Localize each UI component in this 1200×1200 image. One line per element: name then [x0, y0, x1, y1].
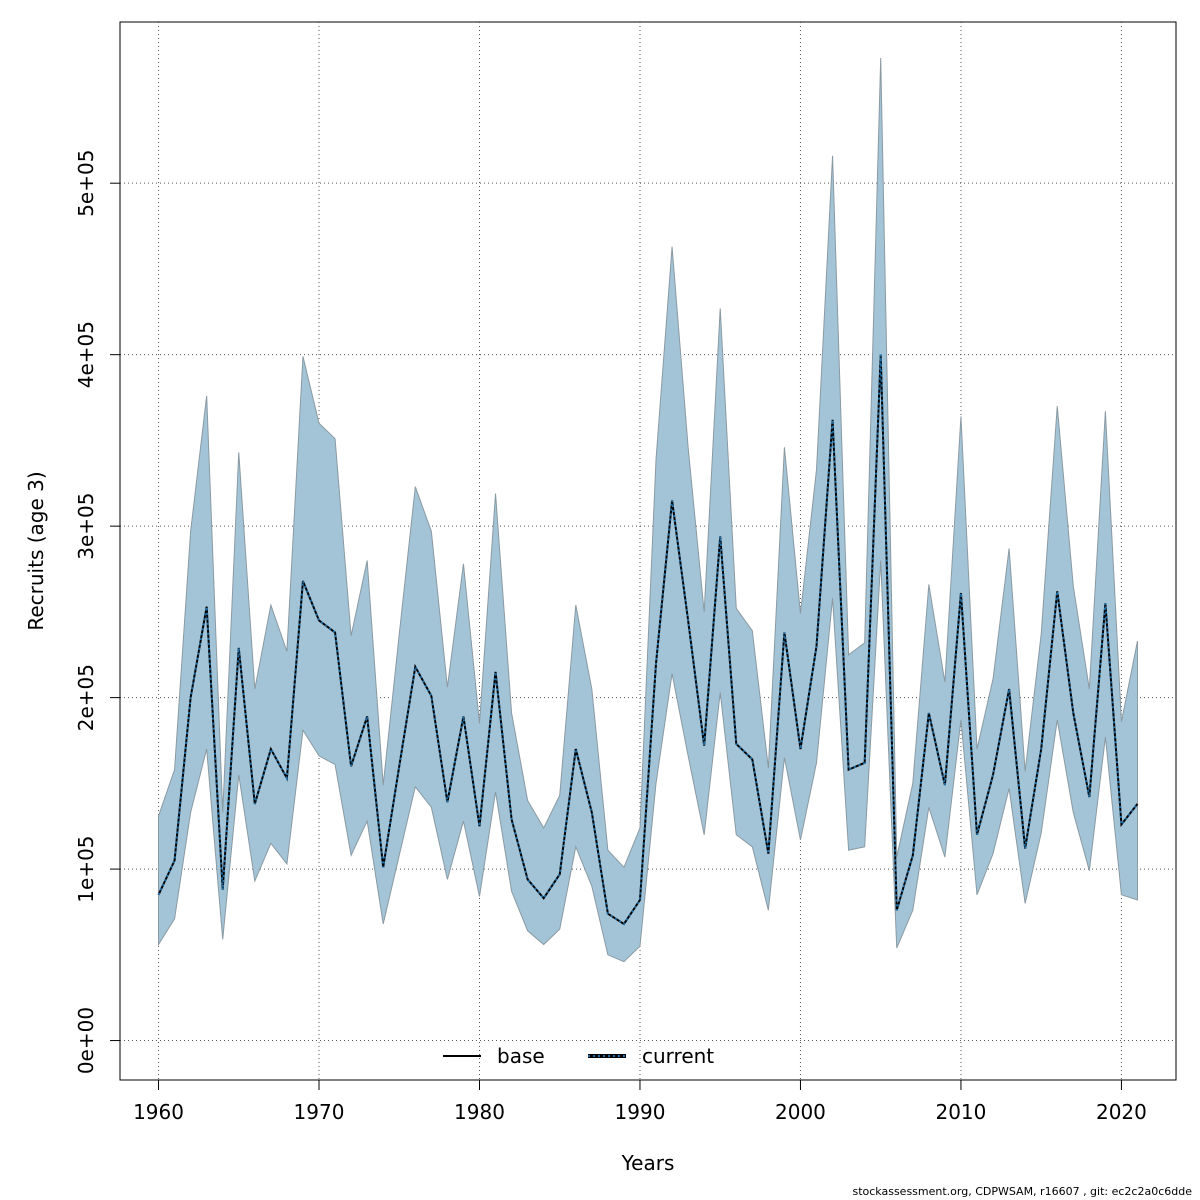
y-tick-label: 5e+05: [74, 150, 98, 217]
series-current-line: [157, 354, 1139, 926]
y-axis-title: Recruits (age 3): [24, 471, 48, 630]
confidence-band-area: [158, 57, 1138, 963]
x-tick-label: 1980: [454, 1100, 505, 1124]
x-tick-label: 2000: [775, 1100, 826, 1124]
series-lines: [157, 354, 1139, 926]
x-tick-label: 1990: [615, 1100, 666, 1124]
y-tick-label: 4e+05: [74, 321, 98, 388]
x-tick-label: 2010: [935, 1100, 986, 1124]
grid: [120, 22, 1176, 1080]
y-tick-label: 2e+05: [74, 664, 98, 731]
confidence-band: [158, 57, 1138, 963]
x-tick-label: 1960: [133, 1100, 184, 1124]
x-tick-label: 2020: [1096, 1100, 1147, 1124]
legend: base current: [443, 1044, 714, 1068]
legend-base-label: base: [497, 1044, 545, 1068]
y-tick-label: 1e+05: [74, 835, 98, 902]
footer-note: stockassessment.org, CDPWSAM, r16607 , g…: [852, 1185, 1192, 1198]
y-axis: 0e+00 1e+05 2e+05 3e+05 4e+05 5e+05: [74, 150, 121, 1074]
x-axis-title: Years: [621, 1151, 675, 1175]
legend-current-label: current: [642, 1044, 714, 1068]
x-axis: 1960 1970 1980 1990 2000 2010 2020: [133, 1079, 1147, 1124]
x-tick-label: 1970: [294, 1100, 345, 1124]
y-tick-label: 0e+00: [74, 1007, 98, 1074]
plot-frame: [119, 21, 1177, 1081]
y-tick-label: 3e+05: [74, 493, 98, 560]
